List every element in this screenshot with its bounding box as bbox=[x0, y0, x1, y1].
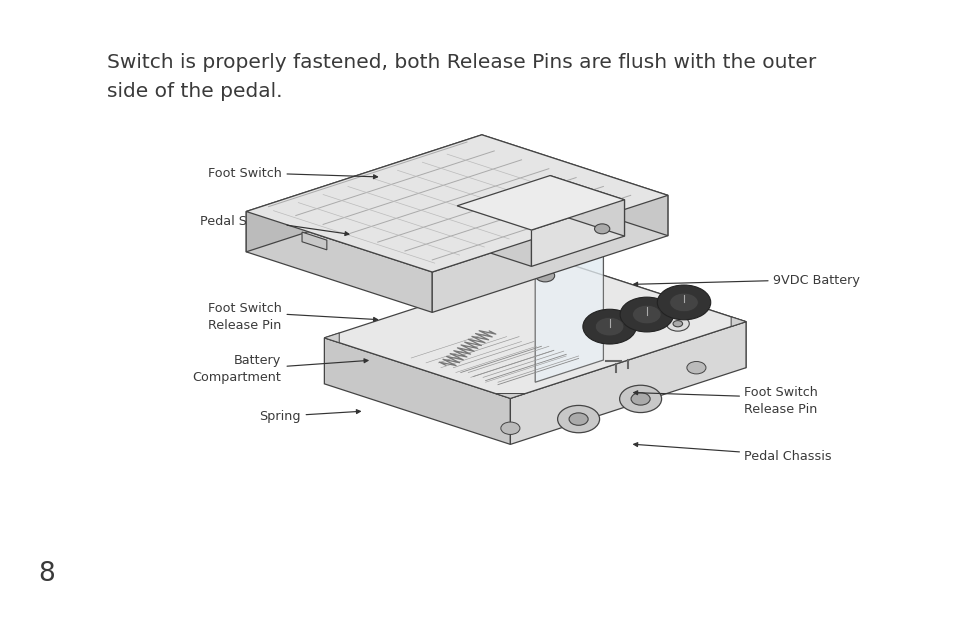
Polygon shape bbox=[246, 135, 481, 252]
Polygon shape bbox=[479, 251, 535, 382]
Polygon shape bbox=[550, 176, 624, 236]
Polygon shape bbox=[324, 333, 339, 343]
Circle shape bbox=[594, 224, 609, 234]
Polygon shape bbox=[495, 394, 525, 399]
Circle shape bbox=[500, 422, 519, 435]
Polygon shape bbox=[456, 206, 531, 266]
Polygon shape bbox=[246, 212, 432, 312]
Polygon shape bbox=[559, 261, 745, 368]
Polygon shape bbox=[320, 226, 345, 244]
Text: Spring: Spring bbox=[258, 410, 300, 422]
Polygon shape bbox=[668, 309, 699, 319]
Polygon shape bbox=[432, 196, 667, 312]
Circle shape bbox=[632, 305, 660, 324]
Polygon shape bbox=[302, 232, 327, 250]
Polygon shape bbox=[631, 321, 661, 330]
Circle shape bbox=[568, 413, 587, 425]
Text: Pedal Switch
Arm: Pedal Switch Arm bbox=[200, 215, 281, 245]
Polygon shape bbox=[324, 261, 745, 399]
Circle shape bbox=[657, 285, 710, 320]
Text: 8: 8 bbox=[38, 561, 55, 587]
Circle shape bbox=[535, 270, 554, 282]
Circle shape bbox=[584, 217, 618, 240]
Polygon shape bbox=[535, 247, 602, 382]
Circle shape bbox=[666, 316, 688, 331]
Polygon shape bbox=[246, 135, 667, 272]
Circle shape bbox=[582, 309, 636, 344]
Polygon shape bbox=[324, 338, 510, 445]
Circle shape bbox=[619, 385, 660, 412]
Circle shape bbox=[631, 392, 649, 405]
Polygon shape bbox=[481, 135, 667, 236]
Polygon shape bbox=[531, 200, 624, 266]
Polygon shape bbox=[456, 176, 624, 230]
Polygon shape bbox=[547, 229, 602, 360]
Polygon shape bbox=[730, 317, 745, 327]
Circle shape bbox=[686, 361, 705, 374]
Text: side of the pedal.: side of the pedal. bbox=[107, 82, 282, 101]
Text: Battery
Compartment: Battery Compartment bbox=[193, 355, 281, 384]
Text: 9VDC Battery: 9VDC Battery bbox=[772, 274, 859, 287]
Text: Foot Switch
Release Pin: Foot Switch Release Pin bbox=[743, 386, 817, 415]
Polygon shape bbox=[594, 333, 624, 343]
Circle shape bbox=[669, 293, 698, 312]
Text: Foot Switch
Release Pin: Foot Switch Release Pin bbox=[208, 302, 281, 332]
Circle shape bbox=[619, 297, 673, 332]
Circle shape bbox=[558, 406, 598, 433]
Polygon shape bbox=[510, 322, 745, 445]
Text: Pedal Chassis: Pedal Chassis bbox=[743, 450, 831, 463]
Text: Switch is properly fastened, both Release Pins are flush with the outer: Switch is properly fastened, both Releas… bbox=[107, 53, 815, 72]
Circle shape bbox=[673, 320, 682, 327]
Polygon shape bbox=[479, 229, 602, 270]
Circle shape bbox=[595, 317, 623, 336]
Text: Foot Switch: Foot Switch bbox=[208, 168, 281, 180]
